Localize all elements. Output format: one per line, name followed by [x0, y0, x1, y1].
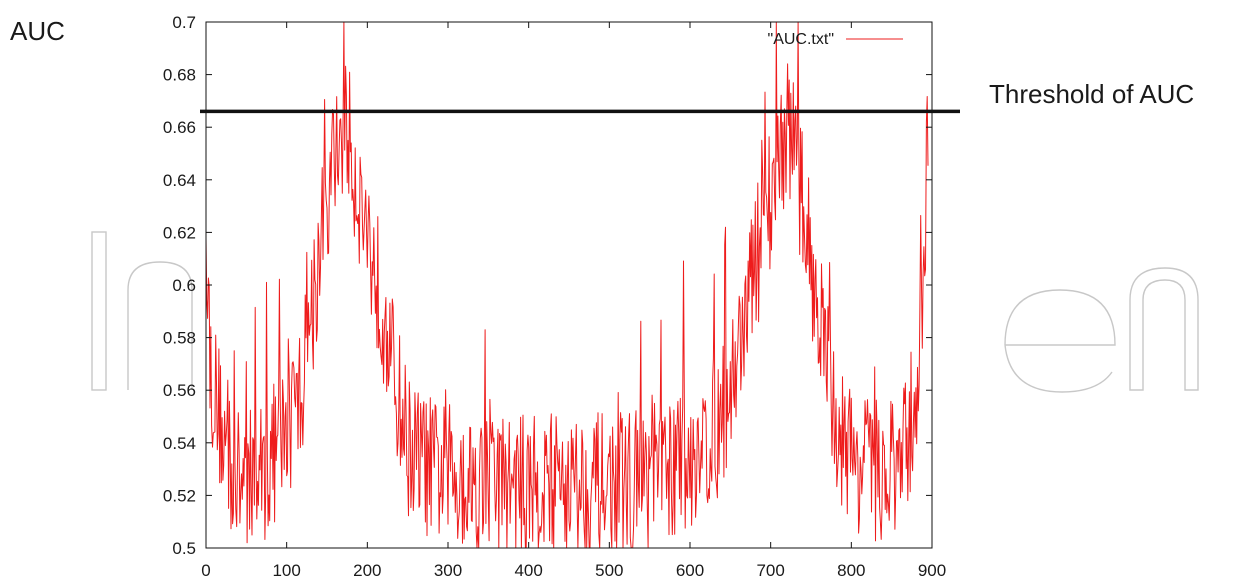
y-axis-label: AUC [10, 16, 65, 46]
y-tick-label: 0.7 [172, 13, 196, 32]
plot-frame [205, 21, 933, 549]
y-tick-label: 0.6 [172, 276, 196, 295]
y-tick-label: 0.68 [163, 66, 196, 85]
y-tick-label: 0.58 [163, 329, 196, 348]
y-tick-label: 0.64 [163, 171, 196, 190]
threshold-label: Threshold of AUC [989, 79, 1195, 109]
x-tick-label: 500 [595, 561, 623, 580]
x-tick-label: 100 [272, 561, 300, 580]
y-tick-label: 0.52 [163, 486, 196, 505]
y-tick-label: 0.54 [163, 434, 196, 453]
x-tick-label: 400 [514, 561, 542, 580]
y-tick-label: 0.56 [163, 381, 196, 400]
x-tick-label: 700 [756, 561, 784, 580]
y-tick-label: 0.66 [163, 118, 196, 137]
x-tick-label: 200 [353, 561, 381, 580]
x-tick-label: 0 [201, 561, 210, 580]
x-tick-label: 900 [918, 561, 946, 580]
x-tick-label: 600 [676, 561, 704, 580]
x-tick-label: 800 [837, 561, 865, 580]
legend-label: "AUC.txt" [768, 31, 834, 48]
series-line [205, 21, 929, 549]
y-tick-label: 0.62 [163, 223, 196, 242]
y-tick-label: 0.5 [172, 539, 196, 558]
x-tick-label: 300 [434, 561, 462, 580]
